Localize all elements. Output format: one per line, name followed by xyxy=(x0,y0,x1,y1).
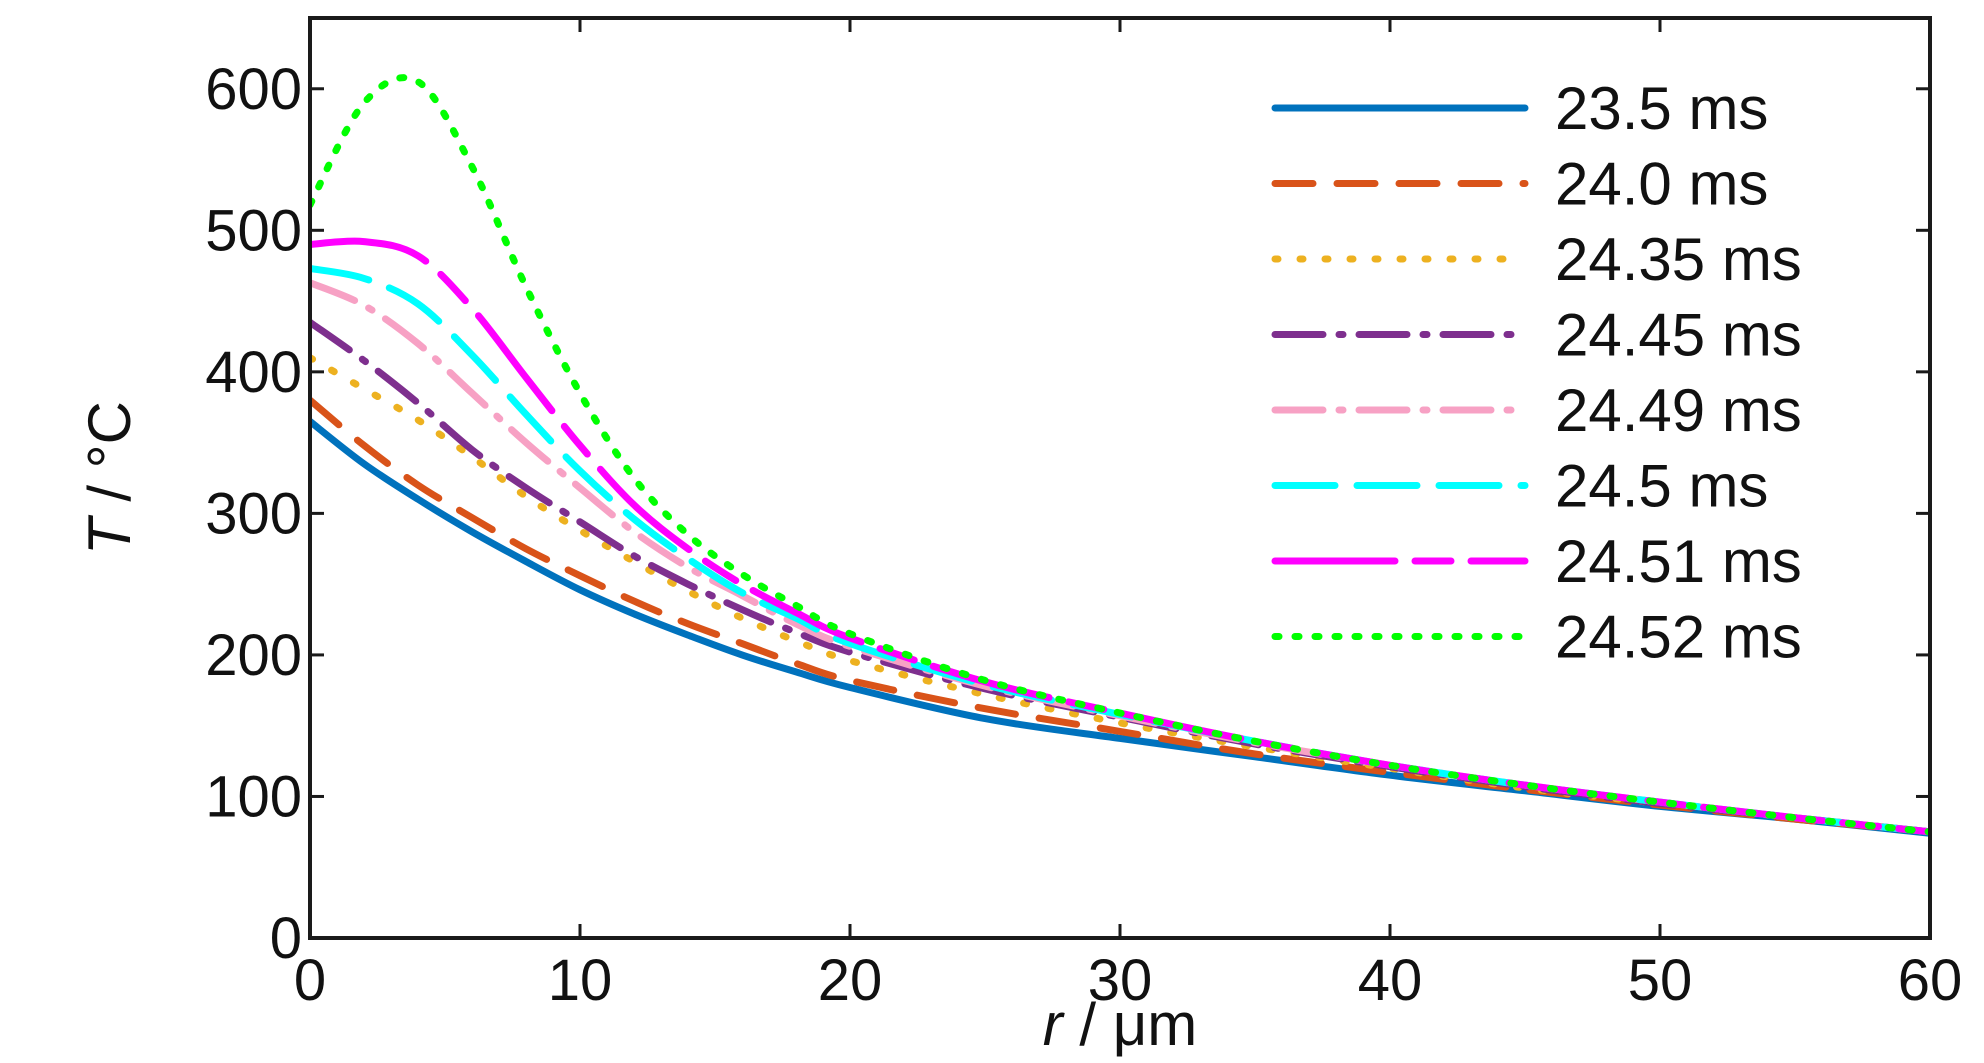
legend-label-8: 24.52 ms xyxy=(1555,604,1802,671)
y-tick-label: 200 xyxy=(205,623,302,688)
legend-label-7: 24.51 ms xyxy=(1555,528,1802,595)
x-tick-label: 0 xyxy=(294,948,326,1013)
x-tick-label: 40 xyxy=(1358,948,1423,1013)
y-axis-title: T / °C xyxy=(76,401,143,555)
x-tick-label: 10 xyxy=(548,948,613,1013)
legend-label-5: 24.49 ms xyxy=(1555,377,1802,444)
x-tick-label: 60 xyxy=(1898,948,1963,1013)
legend-label-4: 24.45 ms xyxy=(1555,302,1802,369)
legend-label-1: 23.5 ms xyxy=(1555,75,1768,142)
x-axis-variable: r xyxy=(1043,991,1065,1058)
series-line-2 xyxy=(310,396,1930,836)
x-tick-label: 30 xyxy=(1088,948,1153,1013)
legend-label-2: 24.0 ms xyxy=(1555,151,1768,218)
legend: 23.5 ms 24.0 ms 24.35 ms 24.45 ms 24.49 ms 24… xyxy=(1271,75,1802,671)
y-axis-unit: / °C xyxy=(76,401,143,518)
y-tick-label: 100 xyxy=(205,764,302,829)
legend-label-3: 24.35 ms xyxy=(1555,226,1802,293)
series-line-8 xyxy=(310,74,1930,836)
y-tick-label: 300 xyxy=(205,481,302,546)
series-layer xyxy=(310,74,1930,837)
x-tick-label: 20 xyxy=(818,948,883,1013)
x-axis-unit: / μm xyxy=(1063,991,1198,1058)
y-tick-label: 0 xyxy=(270,906,302,971)
y-axis-variable: T xyxy=(76,514,143,555)
y-tick-label: 400 xyxy=(205,340,302,405)
y-tick-label: 500 xyxy=(205,198,302,263)
y-tick-label: 600 xyxy=(205,57,302,122)
legend-label-6: 24.5 ms xyxy=(1555,453,1768,520)
x-tick-label: 50 xyxy=(1628,948,1693,1013)
x-axis-title: r / μm xyxy=(1043,991,1198,1058)
